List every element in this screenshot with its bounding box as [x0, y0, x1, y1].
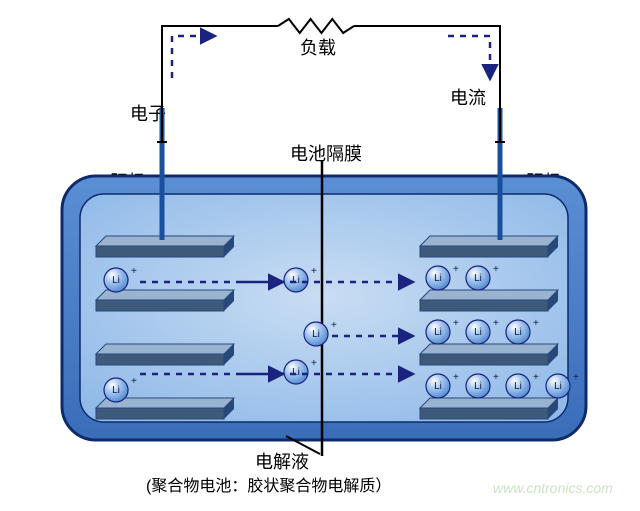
svg-text:+: +	[131, 376, 137, 387]
svg-text:Li: Li	[292, 367, 300, 378]
svg-text:+: +	[453, 318, 459, 329]
svg-text:+: +	[331, 320, 337, 331]
svg-text:+: +	[311, 266, 317, 277]
svg-text:Li: Li	[112, 385, 120, 396]
diagram-root: 负载 电子 电流 电池隔膜 阳极 阴极 电解液 (聚合物电池：胶状聚合物电解质）…	[0, 0, 640, 511]
svg-text:+: +	[311, 358, 317, 369]
svg-text:+: +	[453, 264, 459, 275]
svg-text:Li: Li	[434, 381, 442, 392]
svg-text:Li: Li	[474, 273, 482, 284]
svg-text:+: +	[573, 372, 579, 383]
svg-text:Li: Li	[292, 275, 300, 286]
svg-text:+: +	[131, 266, 137, 277]
svg-text:Li: Li	[474, 381, 482, 392]
svg-text:Li: Li	[434, 273, 442, 284]
svg-text:Li: Li	[112, 275, 120, 286]
svg-text:Li: Li	[474, 327, 482, 338]
svg-text:+: +	[493, 372, 499, 383]
svg-text:+: +	[493, 264, 499, 275]
svg-text:+: +	[453, 372, 459, 383]
svg-text:+: +	[533, 318, 539, 329]
svg-text:+: +	[493, 318, 499, 329]
svg-text:+: +	[533, 372, 539, 383]
svg-text:Li: Li	[514, 327, 522, 338]
svg-text:Li: Li	[312, 329, 320, 340]
svg-text:Li: Li	[554, 381, 562, 392]
svg-text:Li: Li	[514, 381, 522, 392]
diagram-svg: Li + Li + Li + Li + Li + Li + Li + Li + Li + Li + Li + Li + Li + L…	[0, 0, 640, 511]
svg-text:Li: Li	[434, 327, 442, 338]
